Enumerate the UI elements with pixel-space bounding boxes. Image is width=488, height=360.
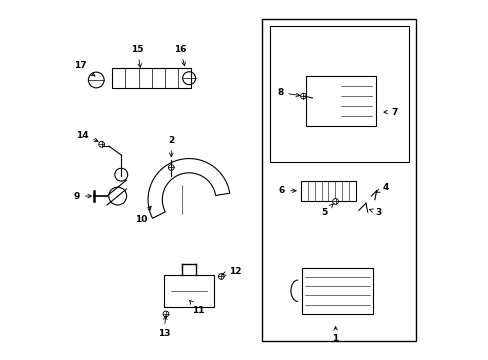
Text: 15: 15 [131, 45, 143, 67]
Bar [301, 267, 372, 314]
Bar [262, 19, 415, 341]
Text: 11: 11 [189, 300, 204, 315]
Text: 9: 9 [73, 192, 91, 201]
Text: 10: 10 [134, 206, 151, 224]
Circle shape [163, 311, 168, 317]
Bar [300, 181, 355, 201]
Bar [112, 68, 190, 88]
Text: 17: 17 [74, 61, 95, 76]
Text: 13: 13 [158, 316, 170, 338]
Circle shape [332, 199, 338, 204]
Text: 4: 4 [376, 183, 388, 193]
Circle shape [99, 141, 104, 147]
Bar [269, 26, 408, 162]
Circle shape [300, 93, 305, 99]
Text: 5: 5 [321, 204, 332, 217]
Circle shape [218, 274, 224, 279]
Text: 1: 1 [332, 327, 338, 343]
Text: 7: 7 [383, 108, 397, 117]
Text: 8: 8 [277, 88, 299, 97]
Text: 3: 3 [369, 208, 381, 217]
Text: 2: 2 [168, 136, 174, 157]
Text: 14: 14 [76, 131, 98, 142]
Text: 12: 12 [222, 267, 242, 276]
Circle shape [168, 165, 174, 170]
Text: 6: 6 [278, 186, 296, 195]
Bar [164, 275, 214, 307]
Text: 16: 16 [174, 45, 186, 66]
Bar [305, 76, 375, 126]
